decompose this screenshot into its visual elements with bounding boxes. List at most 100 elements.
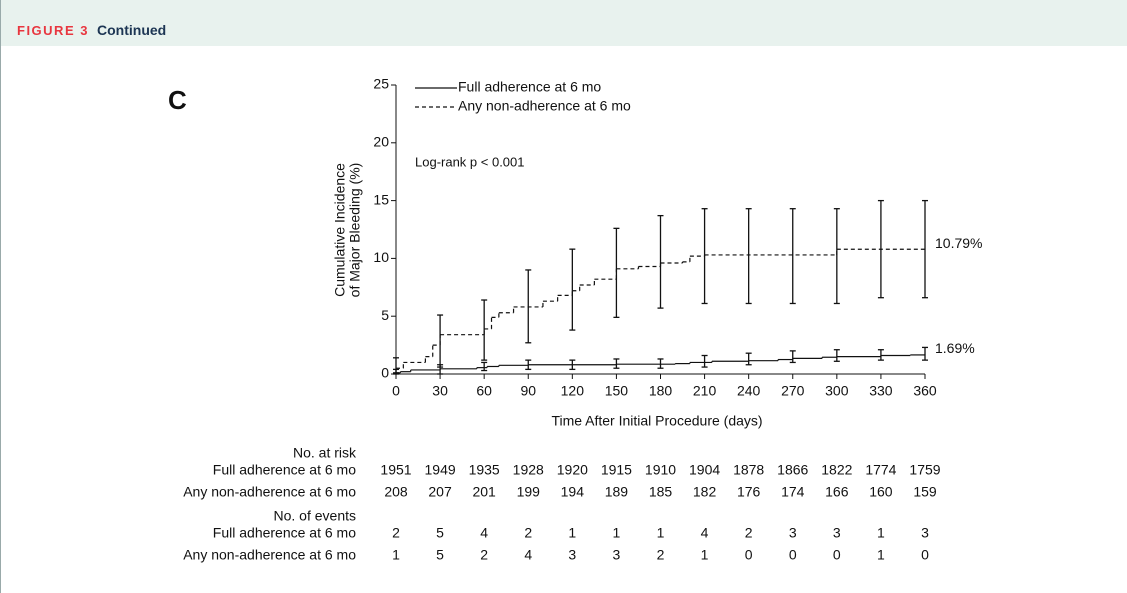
table-cell: 3 <box>613 547 621 563</box>
error-bar <box>922 199 928 299</box>
error-bar <box>393 357 399 374</box>
error-bar <box>657 214 664 309</box>
table-cell: 1878 <box>733 462 764 478</box>
y-tick-label: 20 <box>373 134 389 150</box>
end-label: 10.79% <box>935 235 982 251</box>
table-cell: 1759 <box>909 462 940 478</box>
row-label: Any non-adherence at 6 mo <box>183 547 356 563</box>
y-tick-label: 25 <box>373 76 389 92</box>
x-tick-label: 240 <box>737 383 761 399</box>
table-cell: 1 <box>613 525 621 541</box>
error-bar <box>613 227 620 319</box>
table-cell: 1920 <box>557 462 588 478</box>
error-bar <box>569 359 576 371</box>
y-tick-label: 5 <box>381 307 389 323</box>
row-label: Full adherence at 6 mo <box>213 462 356 478</box>
table-cell: 1 <box>877 547 885 563</box>
error-bar <box>701 354 708 368</box>
table-cell: 166 <box>825 484 849 500</box>
error-bar <box>789 350 796 364</box>
table-cell: 1904 <box>689 462 720 478</box>
table-cell: 201 <box>472 484 496 500</box>
table-cell: 207 <box>428 484 452 500</box>
error-bar <box>789 208 796 305</box>
table-cell: 159 <box>913 484 937 500</box>
table-cell: 1910 <box>645 462 676 478</box>
x-tick-label: 150 <box>605 383 629 399</box>
error-bar <box>569 248 576 331</box>
row-label: Any non-adherence at 6 mo <box>183 484 356 500</box>
table-cell: 160 <box>869 484 893 500</box>
table-cell: 1915 <box>601 462 632 478</box>
table-cell: 3 <box>568 547 576 563</box>
legend-label: Any non-adherence at 6 mo <box>458 98 631 114</box>
table-cell: 0 <box>921 547 929 563</box>
x-tick-label: 360 <box>913 383 937 399</box>
figure-header: FIGURE 3 Continued <box>0 0 1127 46</box>
table-cell: 3 <box>789 525 797 541</box>
table-title: No. of events <box>274 508 357 524</box>
error-bar <box>745 352 752 366</box>
table-cell: 182 <box>693 484 717 500</box>
y-tick-label: 10 <box>373 249 389 265</box>
x-tick-label: 300 <box>825 383 849 399</box>
error-bar <box>481 299 488 361</box>
table-cell: 208 <box>384 484 408 500</box>
x-tick-label: 270 <box>781 383 805 399</box>
x-tick-label: 30 <box>432 383 448 399</box>
x-tick-label: 180 <box>649 383 673 399</box>
y-axis-label: Cumulative Incidence <box>332 163 348 297</box>
error-bar <box>481 361 488 372</box>
error-bar <box>745 208 752 305</box>
error-bar <box>701 208 708 305</box>
annotation: Log-rank p < 0.001 <box>415 154 525 169</box>
x-axis-label: Time After Initial Procedure (days) <box>551 413 762 429</box>
border <box>0 46 1 593</box>
table-cell: 2 <box>745 525 753 541</box>
y-tick-label: 0 <box>381 365 389 381</box>
table-cell: 0 <box>833 547 841 563</box>
table-cell: 4 <box>524 547 532 563</box>
table-cell: 0 <box>745 547 753 563</box>
figure-label: FIGURE 3 <box>17 23 89 38</box>
table-cell: 1866 <box>777 462 808 478</box>
error-bar <box>613 358 620 369</box>
table-cell: 1774 <box>865 462 896 478</box>
x-tick-label: 120 <box>561 383 585 399</box>
table-cell: 176 <box>737 484 761 500</box>
table-cell: 1 <box>701 547 709 563</box>
table-cell: 1 <box>877 525 885 541</box>
error-bar <box>657 358 664 369</box>
panel-label: C <box>168 85 187 115</box>
x-tick-label: 0 <box>392 383 400 399</box>
x-tick-label: 90 <box>520 383 536 399</box>
table-cell: 185 <box>649 484 673 500</box>
x-tick-label: 60 <box>476 383 492 399</box>
table-cell: 189 <box>605 484 629 500</box>
table-cell: 5 <box>436 525 444 541</box>
error-bar <box>877 199 884 299</box>
table-cell: 1949 <box>425 462 456 478</box>
error-bar <box>833 349 840 362</box>
figure-title: Continued <box>97 22 167 38</box>
table-cell: 2 <box>657 547 665 563</box>
table-cell: 4 <box>701 525 709 541</box>
table-cell: 2 <box>392 525 400 541</box>
table-cell: 1 <box>392 547 400 563</box>
table-cell: 174 <box>781 484 805 500</box>
x-tick-label: 210 <box>693 383 717 399</box>
table-cell: 2 <box>524 525 532 541</box>
row-label: Full adherence at 6 mo <box>213 525 356 541</box>
error-bar <box>922 346 928 361</box>
error-bar <box>525 359 532 371</box>
table-cell: 1928 <box>513 462 544 478</box>
table-cell: 5 <box>436 547 444 563</box>
table-cell: 0 <box>789 547 797 563</box>
table-title: No. at risk <box>293 445 357 461</box>
table-cell: 3 <box>833 525 841 541</box>
error-bar <box>877 349 884 361</box>
table-cell: 2 <box>480 547 488 563</box>
error-bar <box>833 208 840 305</box>
